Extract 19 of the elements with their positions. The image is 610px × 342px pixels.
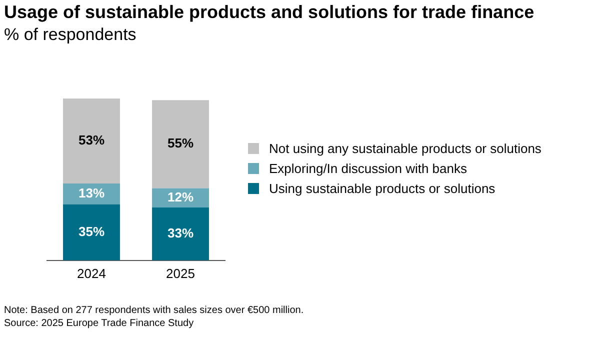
data-label: 13% — [78, 185, 105, 200]
bar — [63, 204, 120, 260]
x-tick-label: 2025 — [166, 266, 195, 281]
text: Usage of sustainable products and solutions for trade finance — [4, 2, 534, 23]
bar — [152, 100, 209, 188]
legend-label: Not using any sustainable products or solutions — [269, 140, 542, 156]
text: Note: Based on 277 respondents with sales sizes over €500 million. — [4, 304, 304, 317]
data-label: 33% — [167, 226, 194, 241]
bar — [63, 98, 120, 184]
data-label: 12% — [167, 189, 194, 204]
bar — [152, 207, 209, 260]
source-note: Source: 2025 Europe Trade Finance Study — [4, 317, 195, 330]
legend-label: Exploring/In discussion with banks — [269, 160, 467, 176]
legend-label: Using sustainable products or solutions — [269, 180, 496, 196]
data-label: 55% — [167, 136, 194, 151]
data-label: 53% — [78, 132, 105, 148]
data-label: 35% — [78, 224, 105, 239]
x-tick-label: 2024 — [77, 266, 106, 281]
chart-subtitle: % of respondents — [4, 25, 136, 45]
